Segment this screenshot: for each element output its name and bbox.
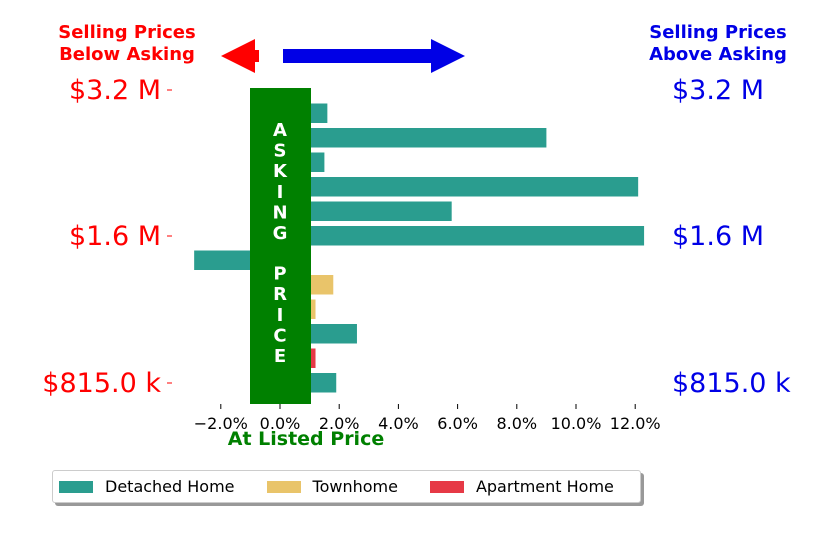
- legend-swatch-apartment: [429, 480, 464, 493]
- ytick-left-1: $1.6 M: [69, 221, 161, 252]
- xtick-label-6: 10.0%: [551, 414, 602, 433]
- band-letter-3: I: [277, 182, 284, 203]
- band-letter-4: N: [272, 202, 287, 223]
- legend: Detached Home Townhome Apartment Home: [52, 470, 641, 503]
- band-letter-8: R: [273, 284, 287, 305]
- ytick-right-0: $3.2 M: [672, 75, 764, 106]
- xtick-label-3: 4.0%: [378, 414, 419, 433]
- xtick-label-4: 6.0%: [437, 414, 478, 433]
- xtick-label-2: 2.0%: [319, 414, 360, 433]
- left-arrow: [221, 39, 259, 73]
- legend-item-townhome: Townhome: [266, 477, 398, 496]
- band-letter-9: I: [277, 305, 284, 326]
- legend-label-detached: Detached Home: [105, 477, 235, 496]
- annotation-above-asking-0: Selling Prices: [649, 22, 786, 43]
- ytick-right-1: $1.6 M: [672, 221, 764, 252]
- bar-4: [280, 201, 452, 221]
- right-arrow: [283, 39, 465, 73]
- band-letter-0: A: [273, 120, 287, 141]
- xtick-label-7: 12.0%: [610, 414, 661, 433]
- bar-1: [280, 128, 547, 148]
- ytick-left-2: $815.0 k: [42, 368, 161, 399]
- band-letter-11: E: [274, 346, 286, 367]
- asking-price-band: [250, 88, 311, 404]
- band-letter-5: G: [273, 223, 288, 244]
- legend-item-detached: Detached Home: [59, 477, 235, 496]
- legend-label-townhome: Townhome: [312, 477, 398, 496]
- annotation-above-asking-1: Above Asking: [649, 44, 787, 65]
- band-letter-7: P: [273, 264, 286, 285]
- xtick-label-5: 8.0%: [496, 414, 537, 433]
- ytick-left-0: $3.2 M: [69, 75, 161, 106]
- legend-swatch-detached: [59, 480, 93, 493]
- annotation-below-asking-1: Below Asking: [59, 44, 195, 65]
- xtick-label-0: −2.0%: [194, 414, 248, 433]
- xtick-label-1: 0.0%: [260, 414, 301, 433]
- band-letter-2: K: [273, 161, 288, 182]
- annotation-below-asking-0: Selling Prices: [58, 22, 195, 43]
- band-letter-10: C: [273, 325, 286, 346]
- legend-label-apartment: Apartment Home: [475, 477, 614, 496]
- bar-3: [280, 177, 639, 197]
- legend-item-apartment: Apartment Home: [429, 477, 614, 496]
- legend-swatch-townhome: [266, 480, 301, 493]
- ytick-right-2: $815.0 k: [672, 368, 791, 399]
- x-axis-label: At Listed Price: [228, 428, 384, 450]
- bar-5: [280, 226, 645, 246]
- band-letter-1: S: [274, 141, 287, 162]
